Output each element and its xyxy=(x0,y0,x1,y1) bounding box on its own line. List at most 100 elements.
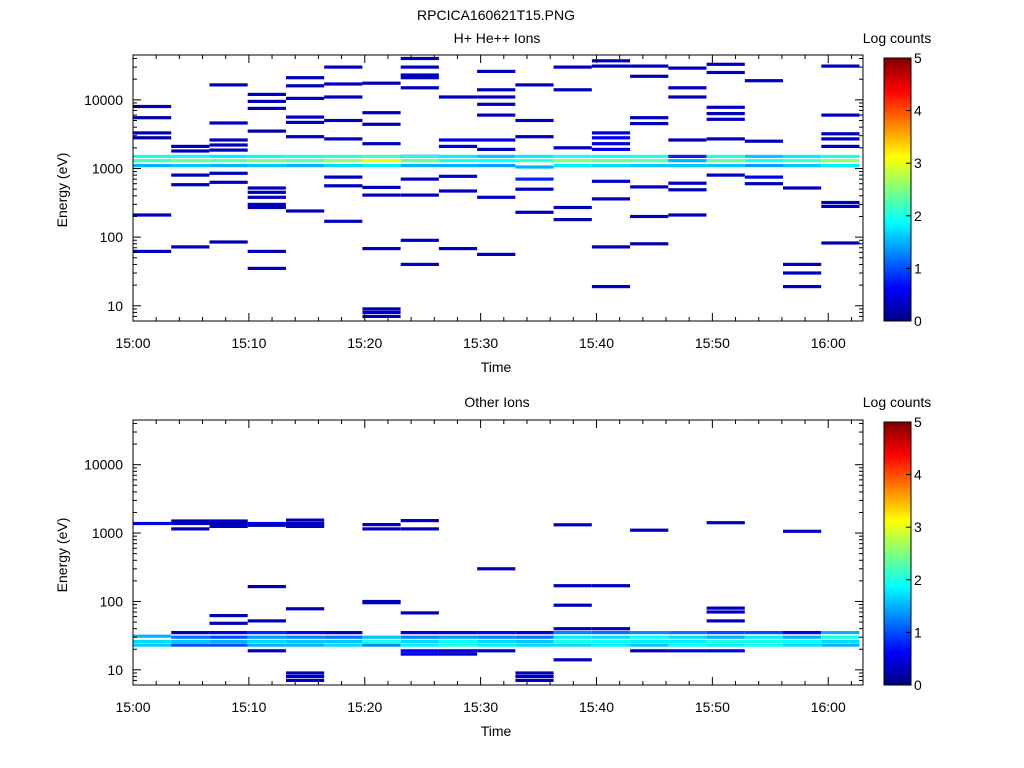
heatmap-cell xyxy=(209,83,248,87)
heatmap-cell xyxy=(821,64,860,68)
heatmap-cell xyxy=(553,154,592,158)
heatmap-cell xyxy=(362,643,401,647)
heatmap-cell xyxy=(630,185,669,189)
heatmap-cell xyxy=(171,643,210,647)
heatmap-cell xyxy=(515,83,554,87)
y-ticks: 10 100 1000 10000 xyxy=(84,58,863,322)
heatmap-cell xyxy=(668,635,707,639)
heatmap-cell xyxy=(553,635,592,639)
heatmap-cell xyxy=(630,116,669,120)
heatmap-cell xyxy=(171,183,210,187)
heatmap-cell xyxy=(515,643,554,647)
plot-frame xyxy=(132,419,864,686)
x-tick-label: 15:30 xyxy=(463,699,498,715)
heatmap-cell xyxy=(706,610,745,614)
heatmap-cell xyxy=(477,95,516,99)
heatmap-cell xyxy=(286,631,325,635)
heatmap-cell xyxy=(668,159,707,163)
heatmap-cell xyxy=(209,635,248,639)
heatmap-cell xyxy=(400,238,439,242)
heatmap-cell xyxy=(400,73,439,77)
heatmap-cell xyxy=(286,643,325,647)
heatmap-cell xyxy=(209,143,248,147)
heatmap-cell xyxy=(362,122,401,126)
panel-other-ions: Other Ions Log counts Time Energy (eV) 1… xyxy=(54,394,931,739)
heatmap-cell xyxy=(286,115,325,119)
x-tick-label: 15:40 xyxy=(579,335,614,351)
heatmap-cell xyxy=(133,154,172,158)
heatmap-cell xyxy=(362,639,401,644)
colorbar-tick-label: 4 xyxy=(914,467,922,483)
colorbar-tick-label: 2 xyxy=(914,572,922,588)
heatmap-cell xyxy=(706,521,745,525)
heatmap-cell xyxy=(362,185,401,189)
heatmap-cell xyxy=(744,643,783,647)
heatmap-cell xyxy=(706,635,745,639)
heatmap-cell xyxy=(591,179,631,183)
colorbar-label: Log counts xyxy=(863,394,932,410)
panel-hplus-heplus-ions: H+ He++ Ions Log counts Time Energy (eV)… xyxy=(54,30,931,375)
heatmap-cell xyxy=(821,113,860,117)
heatmap-cell xyxy=(247,521,286,526)
heatmap-cell xyxy=(247,195,286,199)
heatmap-cell xyxy=(553,65,592,69)
heatmap-cell xyxy=(706,159,745,163)
heatmap-cell xyxy=(324,159,363,163)
heatmap-cell xyxy=(668,95,707,99)
heatmap-cell xyxy=(438,247,478,251)
x-tick-label: 15:50 xyxy=(695,699,730,715)
heatmap-cell xyxy=(477,195,516,199)
heatmap-cell xyxy=(362,307,401,311)
heatmap-cell xyxy=(286,674,325,679)
heatmap-cell xyxy=(706,164,745,168)
heatmap-cell xyxy=(400,262,439,266)
heatmap-cell xyxy=(668,649,707,653)
plot-frame xyxy=(132,54,864,322)
colorbar-tick-label: 3 xyxy=(914,155,922,171)
heatmap-cell xyxy=(553,658,592,662)
x-tick-label: 15:00 xyxy=(115,699,150,715)
heatmap-cell xyxy=(171,173,210,177)
heatmap-cell xyxy=(783,271,822,275)
heatmap-cell xyxy=(668,631,707,635)
x-tick-label: 15:40 xyxy=(579,699,614,715)
heatmap-cell xyxy=(744,139,783,143)
heatmap-cell xyxy=(324,635,363,639)
heatmap-cell xyxy=(400,611,439,615)
heatmap-cell xyxy=(324,175,363,179)
heatmap-cell xyxy=(706,70,745,75)
heatmap-cell xyxy=(286,635,325,639)
heatmap-cell xyxy=(286,84,325,88)
heatmap-cell xyxy=(286,639,325,644)
heatmap-cell xyxy=(515,210,554,214)
x-tick-label: 15:10 xyxy=(231,335,266,351)
y-tick-label: 10 xyxy=(107,298,123,314)
heatmap-cell xyxy=(247,585,286,589)
heatmap-cell xyxy=(706,112,745,116)
heatmap-cell xyxy=(591,245,631,249)
heatmap-cell xyxy=(247,643,286,647)
heatmap-cell xyxy=(591,627,631,631)
heatmap-cell xyxy=(400,86,439,90)
heatmap-cell xyxy=(553,205,592,210)
heatmap-cell xyxy=(438,631,478,635)
heatmap-cell xyxy=(591,643,631,647)
heatmap-cell xyxy=(630,242,669,246)
heatmap-cell xyxy=(362,635,401,639)
panel-title: H+ He++ Ions xyxy=(454,30,541,46)
heatmap-cell xyxy=(209,164,248,168)
heatmap-cell xyxy=(209,521,248,526)
heatmap-cell xyxy=(286,518,325,522)
heatmap-cell xyxy=(286,678,325,682)
heatmap-cell xyxy=(247,164,286,168)
heatmap-cell xyxy=(706,619,745,623)
heatmap-cell xyxy=(668,66,707,70)
heatmap-cell xyxy=(783,159,822,163)
heatmap-cell xyxy=(362,164,401,168)
colorbar-tick-label: 5 xyxy=(914,50,922,66)
heatmap-cell xyxy=(362,247,401,251)
heatmap-cell xyxy=(400,76,439,80)
heatmap-cell xyxy=(515,154,554,158)
heatmap-cell xyxy=(171,164,210,168)
heatmap-cell xyxy=(286,671,325,675)
